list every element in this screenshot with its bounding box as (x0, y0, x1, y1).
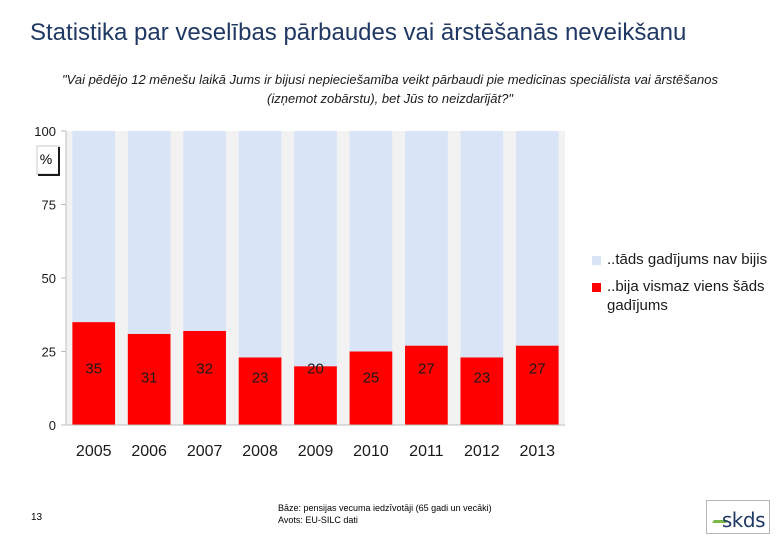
skds-logo: skds (706, 500, 770, 534)
logo-text: skds (721, 508, 766, 532)
y-tick-label-100: 100 (34, 124, 56, 139)
legend-item-none: ..tāds gadījums nav bijis (592, 250, 777, 269)
unit-label: % (40, 151, 52, 167)
x-tick-label-2012: 2012 (464, 443, 500, 460)
legend-label-at-least-one: ..bija vismaz viens šāds gadījums (607, 278, 765, 314)
bar-at-least-one-2013 (515, 345, 559, 425)
bar-none-2010 (349, 131, 393, 352)
bar-none-2012 (460, 131, 504, 358)
footer-note: Bāze: pensijas vecuma iedzīvotāji (65 ga… (278, 502, 503, 526)
bar-none-2013 (515, 131, 559, 346)
data-label-2010: 25 (363, 369, 380, 386)
x-tick-label-2009: 2009 (298, 443, 334, 460)
page-number: 13 (31, 512, 43, 523)
bar-at-least-one-2006 (127, 333, 171, 425)
data-label-2008: 23 (252, 369, 269, 386)
bar-at-least-one-2012 (460, 357, 504, 425)
data-label-2012: 23 (473, 369, 490, 386)
data-label-2011: 27 (418, 361, 435, 378)
bar-at-least-one-2010 (349, 351, 393, 425)
x-tick-label-2005: 2005 (76, 443, 112, 460)
stacked-bar-chart: 35 31 32 23 20 25 27 23 27 0 25 50 75 100 2005 2006 20… (34, 124, 565, 460)
bar-at-least-one-2011 (405, 345, 448, 425)
y-tick-label-75: 75 (42, 198, 56, 213)
data-label-2005: 35 (85, 361, 102, 378)
y-tick-label-50: 50 (42, 271, 56, 286)
bar-none-2005 (72, 131, 116, 323)
legend-swatch-none (592, 256, 601, 265)
x-tick-label-2010: 2010 (353, 443, 389, 460)
data-label-2006: 31 (141, 369, 158, 386)
x-tick-label-2011: 2011 (409, 443, 444, 460)
x-tick-label-2008: 2008 (242, 443, 278, 460)
footer-source: Avots: EU-SILC dati (278, 515, 358, 525)
data-label-2007: 32 (196, 361, 213, 378)
footer-base: Bāze: pensijas vecuma iedzīvotāji (65 ga… (278, 503, 492, 513)
bar-none-2006 (127, 131, 171, 334)
bar-at-least-one-2009 (294, 366, 337, 425)
data-label-2009: 20 (307, 361, 324, 378)
x-tick-label-2013: 2013 (519, 443, 555, 460)
bar-at-least-one-2007 (183, 330, 226, 425)
y-tick-label-0: 0 (49, 418, 56, 433)
bar-none-2007 (183, 131, 226, 331)
bar-at-least-one-2008 (238, 357, 282, 425)
bar-none-2008 (238, 131, 282, 358)
legend-item-at-least-one: ..bija vismaz viens šāds gadījums (592, 277, 777, 315)
unit-box: % (36, 145, 60, 176)
x-tick-label-2006: 2006 (131, 443, 167, 460)
legend: ..tāds gadījums nav bijis ..bija vismaz … (592, 250, 777, 323)
bar-none-2009 (294, 131, 337, 367)
bar-none-2011 (405, 131, 448, 346)
bar-at-least-one-2005 (72, 322, 116, 425)
page-title: Statistika par veselības pārbaudes vai ā… (30, 19, 687, 46)
y-tick-label-25: 25 (42, 345, 56, 360)
legend-label-none: ..tāds gadījums nav bijis (607, 251, 768, 268)
survey-question: "Vai pēdējo 12 mēnešu laikā Jums ir biju… (62, 72, 718, 106)
legend-swatch-at-least-one (592, 283, 601, 292)
data-label-2013: 27 (529, 361, 546, 378)
x-tick-label-2007: 2007 (187, 443, 223, 460)
